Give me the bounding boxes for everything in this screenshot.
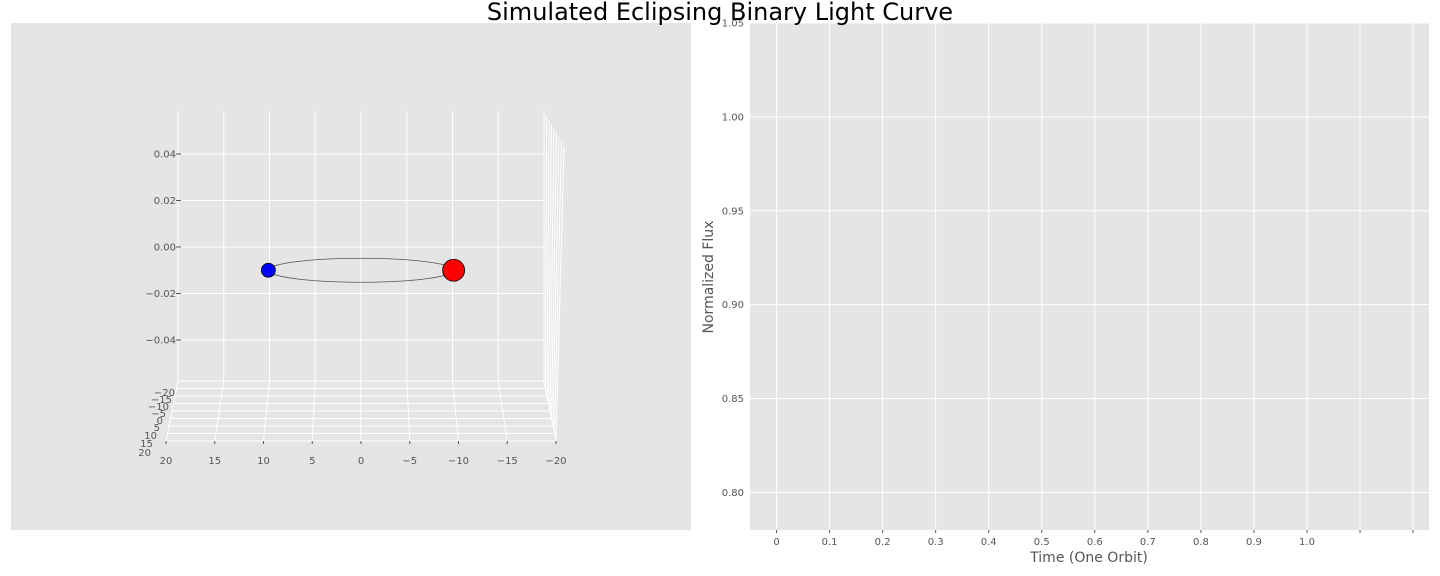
orbit-side-wall-gridline [546, 119, 550, 397]
orbit-3d-panel: 20 15 10 5 0 −5 −10 −15 −20 −20−15−10−505101520 … [11, 23, 691, 530]
orbit-y-tick-label: 20 [138, 448, 151, 459]
orbit-side-wall-gridline [549, 128, 555, 412]
light-curve-x-tick-label: 0.3 [928, 537, 944, 548]
orbit-z-tick-label: 0.04 [154, 150, 176, 161]
orbit-y-tick-label: −5 [151, 409, 166, 420]
orbit-3d-grid [165, 111, 565, 442]
orbit-y-tick-label: −15 [151, 395, 172, 406]
orbit-3d-panel-background [11, 23, 691, 530]
light-curve-x-tick-label: 0 [773, 537, 779, 548]
light-curve-x-tick-label: 0.5 [1034, 537, 1050, 548]
orbit-y-tick-label: 5 [154, 423, 160, 434]
light-curve-y-tick-label: 0.90 [722, 300, 744, 311]
orbit-side-wall-gridline [548, 124, 552, 404]
figure-title: Simulated Eclipsing Binary Light Curve [487, 0, 953, 26]
light-curve-x-tick-label: 1.0 [1299, 537, 1315, 548]
blue-star [260, 262, 276, 278]
light-curve-x-tick-label: 0.6 [1087, 537, 1103, 548]
light-curve-grid [750, 22, 1429, 530]
light-curve-x-tick-label: 0.9 [1246, 537, 1262, 548]
light-curve-y-tick-label: 0.95 [722, 206, 744, 217]
light-curve-x-tick-label: 0.2 [875, 537, 891, 548]
light-curve-x-tick-label: 0.1 [822, 537, 838, 548]
light-curve-y-axis-label: Normalized Flux [701, 221, 717, 334]
orbit-side-wall-gridline [552, 137, 560, 427]
light-curve-x-tick-label: 0.4 [981, 537, 997, 548]
orbit-x-tick-label: 20 [160, 456, 173, 467]
light-curve-x-tick-label: 0.8 [1193, 537, 1209, 548]
orbit-y-tick-label: 0 [157, 416, 163, 427]
orbit-y-tick-label: −10 [148, 402, 169, 413]
orbit-x-tick-label: −15 [497, 456, 518, 467]
light-curve-plot-area [750, 23, 1429, 530]
orbit-y-tick-label: 10 [144, 431, 157, 442]
light-curve-y-tick-label: 0.85 [722, 394, 744, 405]
light-curve-y-tick-labels: 0.80 0.85 0.90 0.95 1.00 1.05 [722, 19, 744, 499]
orbit-z-tick-label: 0.00 [154, 243, 176, 254]
light-curve-x-tick-label: 0.7 [1140, 537, 1156, 548]
orbit-x-tick-label: −5 [402, 456, 417, 467]
orbit-z-tick-label: −0.04 [145, 336, 176, 347]
orbit-x-tick-label: −20 [545, 456, 566, 467]
orbit-x-tick-label: 0 [358, 456, 364, 467]
red-star [442, 258, 466, 282]
orbit-side-wall-gridline [545, 115, 547, 389]
light-curve-panel: 0 0.1 0.2 0.3 0.4 0.5 0.6 0.7 0.8 0.9 1.0 0.80 0.85… [701, 19, 1429, 566]
orbit-x-tick-label: 5 [309, 456, 315, 467]
orbit-side-wall-gridline [554, 141, 562, 434]
orbit-z-tick-label: −0.02 [145, 289, 176, 300]
orbit-y-tick-label: 15 [140, 439, 153, 450]
orbit-x-tick-label: 10 [257, 456, 270, 467]
orbit-side-wall-gridline [555, 145, 565, 442]
orbit-y-tick-label: −20 [154, 388, 175, 399]
orbit-x-tick-labels: 20 15 10 5 0 −5 −10 −15 −20 [160, 441, 567, 467]
light-curve-x-axis-label: Time (One Orbit) [1029, 550, 1148, 566]
orbit-x-tick-label: −10 [448, 456, 469, 467]
orbit-z-tick-label: 0.02 [154, 196, 176, 207]
orbit-x-tick-label: 15 [208, 456, 221, 467]
orbit-z-tick-labels: 0.04 0.02 0.00 −0.02 −0.04 [145, 150, 181, 347]
light-curve-y-tick-label: 1.05 [722, 19, 744, 30]
light-curve-x-tick-labels: 0 0.1 0.2 0.3 0.4 0.5 0.6 0.7 0.8 0.9 1.0 [773, 530, 1414, 548]
light-curve-y-tick-label: 1.00 [722, 112, 744, 123]
light-curve-y-tick-label: 0.80 [722, 488, 744, 499]
orbit-layer [260, 257, 466, 283]
orbit-side-wall-gridline [551, 132, 557, 419]
